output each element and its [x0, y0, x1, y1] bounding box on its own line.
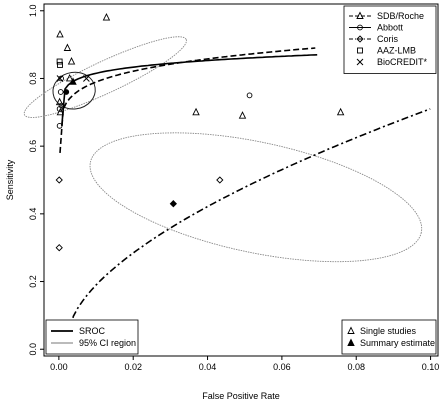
legend-label-95-ci-region: 95% CI region: [79, 338, 136, 348]
point-sdb-roche: [56, 107, 65, 116]
point-abbott: [56, 122, 63, 129]
sroc-curves: [59, 47, 431, 333]
y-tick-label: 0.0: [28, 343, 38, 356]
legend-marker-abbott: [357, 24, 363, 31]
legend-marker-single-studies: [347, 326, 355, 334]
point-sdb-roche: [192, 107, 200, 116]
legend-label-sroc: SROC: [79, 326, 106, 336]
y-tick-label: 0.2: [28, 275, 38, 288]
point-aaz-lmb: [57, 61, 63, 68]
sroc-curve-abbott: [61, 54, 318, 126]
summary-estimates: [63, 75, 177, 208]
point-abbott: [246, 92, 253, 99]
x-tick-label: 0.04: [199, 362, 217, 372]
legend-marker-sdb-roche: [356, 11, 364, 19]
point-coris: [55, 176, 63, 184]
x-tick-label: 0.06: [273, 362, 291, 372]
x-tick-label: 0.08: [347, 362, 365, 372]
summary-sdb-roche: [69, 77, 77, 85]
study-points: [55, 13, 345, 252]
x-tick-label: 0.02: [124, 362, 142, 372]
point-abbott: [57, 89, 64, 95]
ci-regions: [23, 36, 423, 263]
legend-label-biocredit: BioCREDIT*: [377, 57, 428, 67]
legend-lines-box: [45, 319, 139, 355]
y-tick-label: 0.8: [28, 72, 38, 85]
ci-region-abbott: [52, 71, 96, 110]
point-abbott: [58, 102, 65, 109]
sroc-curve-coris: [68, 108, 431, 333]
legend-label-summary-estimate: Summary estimate: [360, 338, 435, 348]
point-sdb-roche: [336, 107, 345, 116]
point-coris: [55, 244, 63, 252]
summary-coris: [169, 200, 177, 208]
legend-marker-summary-estimate: [347, 338, 355, 346]
legend-label-coris: Coris: [377, 34, 399, 44]
point-sdb-roche: [102, 13, 111, 21]
point-coris: [216, 176, 224, 184]
legend-label-aaz-lmb: AAZ-LMB: [377, 46, 416, 56]
ci-region-sdb-roche: [23, 36, 187, 118]
y-axis-label: Sensitivity: [5, 159, 15, 200]
plot-frame: [43, 3, 439, 357]
point-biocredit: [56, 75, 64, 82]
legend-label-single-studies: Single studies: [360, 326, 417, 336]
legend-marker-biocredit: [356, 58, 364, 66]
y-tick-label: 0.4: [28, 208, 38, 221]
legend-lines: SROC 95% CI region: [45, 319, 139, 355]
ci-region-coris: [89, 132, 423, 263]
y-tick-label: 0.6: [28, 140, 38, 153]
point-sdb-roche: [238, 111, 247, 119]
point-sdb-roche: [65, 73, 74, 82]
summary-abbott: [63, 89, 70, 95]
legend-label-sdb-roche: SDB/Roche: [377, 11, 424, 21]
summary-biocredit: [83, 75, 90, 82]
sroc-curve-sdb-roche: [59, 47, 316, 153]
x-tick-label: 0.00: [50, 362, 68, 372]
point-sdb-roche: [56, 29, 64, 38]
legend-markers-box: [341, 319, 437, 355]
legend-marker-aaz-lmb: [357, 47, 363, 54]
y-tick-label: 1.0: [28, 5, 38, 18]
x-tick-label: 0.10: [422, 362, 440, 372]
point-abbott: [58, 75, 64, 82]
x-axis-label: False Positive Rate: [202, 391, 280, 401]
legend-label-abbott: Abbott: [377, 23, 404, 33]
point-sdb-roche: [63, 43, 72, 51]
legend-marker-coris: [356, 35, 364, 43]
point-aaz-lmb: [56, 58, 63, 65]
axes: 0.00 0.02 0.04 0.06 0.08 0.10 0.0 0.2 0.4 0.6 0.8 1…: [28, 5, 439, 372]
point-sdb-roche: [67, 57, 76, 65]
legend-markers: Single studies Summary estimate: [341, 319, 437, 355]
